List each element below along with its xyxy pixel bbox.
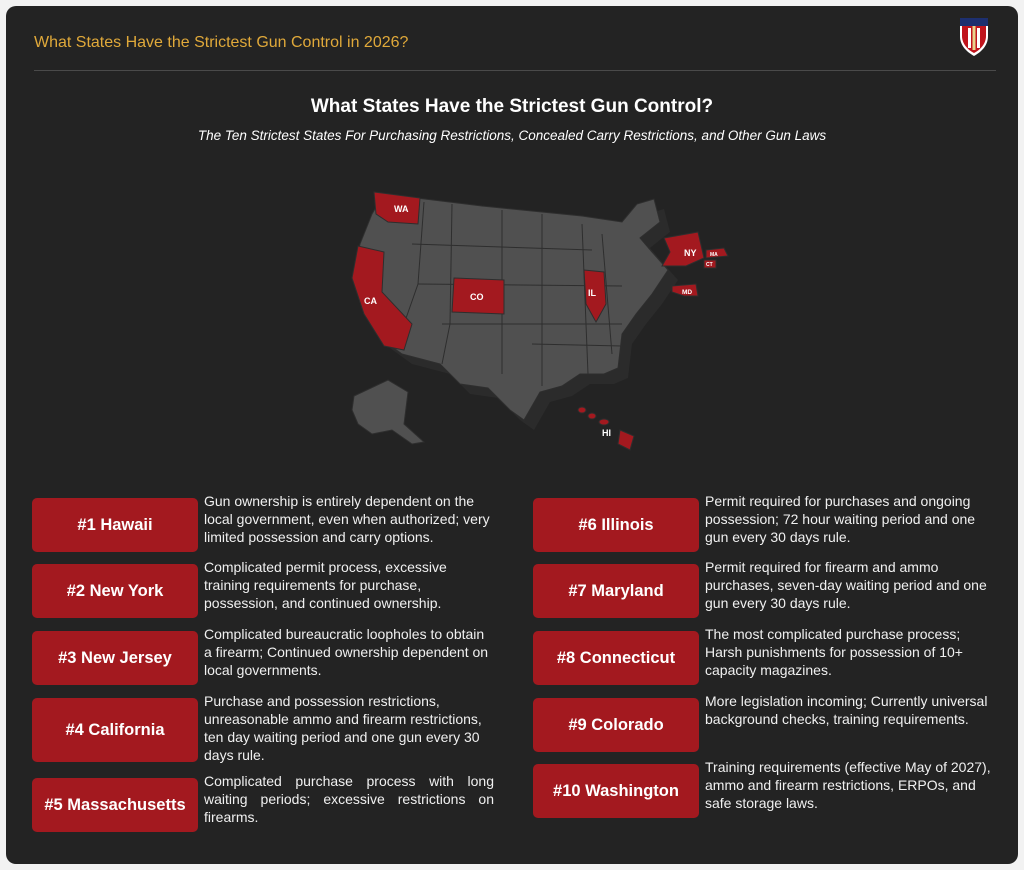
rank-description: Complicated bureaucratic loopholes to ob… [204,626,489,678]
label-il: IL [588,288,597,298]
rank-badge[interactable]: #4 California [32,698,198,762]
rank-description: Complicated permit process, excessive tr… [204,559,447,611]
rank-badge[interactable]: #2 New York [32,564,198,618]
rank-description: Permit required for purchases and ongoin… [705,493,976,545]
rank-description: Permit required for firearm and ammo pur… [705,559,987,611]
ammo-logo[interactable] [956,12,992,58]
state-ca[interactable] [351,245,413,351]
us-map: WA CA CO IL NY MA CT MD HI [351,191,729,451]
infographic-title: What States Have the Strictest Gun Contr… [310,96,714,117]
rank-badge[interactable]: #10 Washington [533,764,699,818]
ranking-3: #3 New Jersey Complicated bureaucratic l… [32,626,502,685]
ranking-8: #8 Connecticut The most complicated purc… [533,626,1003,685]
state-co[interactable] [451,277,505,315]
state-ct[interactable] [703,259,717,269]
ranking-10: #10 Washington Training requirements (ef… [533,759,1003,818]
rank-badge[interactable]: #6 Illinois [533,498,699,552]
state-ny[interactable] [661,231,705,267]
rank-badge[interactable]: #3 New Jersey [32,631,198,685]
rank-description: Training requirements (effective May of … [705,759,991,811]
rank-badge[interactable]: #5 Massachusetts [32,778,198,832]
ranking-2: #2 New York Complicated permit process, … [32,559,502,618]
label-co: CO [470,292,484,302]
state-hi[interactable] [577,406,635,451]
rank-description: Complicated purchase process with long w… [204,773,494,825]
rank-description: More legislation incoming; Currently uni… [705,693,988,727]
rank-description: Gun ownership is entirely dependent on t… [204,493,490,545]
ranking-4: #4 California Purchase and possession re… [32,693,502,763]
rank-description: Purchase and possession restrictions, un… [204,693,482,763]
ranking-6: #6 Illinois Permit required for purchase… [533,493,1003,552]
infographic-card: What States Have the Strictest Gun Contr… [6,6,1018,864]
state-ak [351,379,426,445]
rank-badge[interactable]: #1 Hawaii [32,498,198,552]
label-ny: NY [684,248,697,258]
label-hi: HI [602,428,611,438]
ranking-5: #5 Massachusetts Complicated purchase pr… [32,773,502,832]
header-divider [34,70,996,71]
rank-description: The most complicated purchase process; H… [705,626,963,678]
rank-badge[interactable]: #8 Connecticut [533,631,699,685]
state-ma[interactable] [705,247,729,259]
ranking-7: #7 Maryland Permit required for firearm … [533,559,1003,618]
rank-badge[interactable]: #7 Maryland [533,564,699,618]
state-md[interactable] [671,283,699,297]
label-ma: MA [710,252,718,258]
rank-badge[interactable]: #9 Colorado [533,698,699,752]
state-wa[interactable] [373,191,421,225]
ranking-9: #9 Colorado More legislation incoming; C… [533,693,1003,752]
infographic-subtitle: The Ten Strictest States For Purchasing … [197,128,827,143]
label-wa: WA [394,204,409,214]
label-ct: CT [706,262,713,268]
label-md: MD [682,289,692,296]
state-borders [403,201,623,386]
state-il[interactable] [583,269,607,324]
contiguous-us [351,193,669,421]
ranking-1: #1 Hawaii Gun ownership is entirely depe… [32,493,502,552]
label-ca: CA [364,296,377,306]
page-title: What States Have the Strictest Gun Contr… [34,34,409,51]
